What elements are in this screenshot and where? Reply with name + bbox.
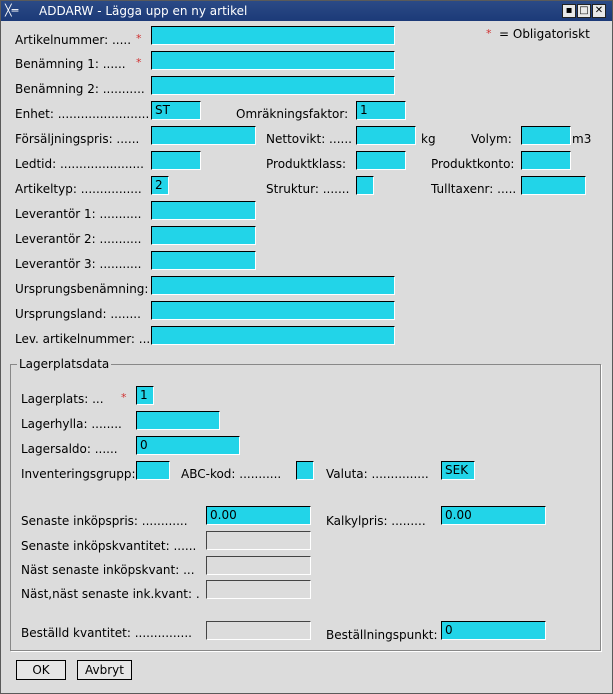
nast-nast-senaste-label: Näst,näst senaste ink.kvant: . [21,587,200,601]
lagersaldo-field[interactable]: 0 [136,436,240,455]
levartikelnummer-label: Lev. artikelnummer: ... [15,332,151,346]
ledtid-field[interactable] [151,151,201,170]
benamning1-label: Benämning 1: ...... [15,57,126,71]
benamning1-field[interactable] [151,51,395,70]
kalkylpris-field[interactable]: 0.00 [441,506,546,525]
abckod-field[interactable] [296,461,314,480]
required-note: = Obligatoriskt [499,27,590,41]
tulltaxenr-label: Tulltaxenr: ..... [431,182,517,196]
omrakningsfaktor-field[interactable]: 1 [356,101,406,120]
artikelnummer-field[interactable] [151,26,395,45]
senaste-inkopskvantitet-label: Senaste inköpskvantitet: ...... [21,539,197,553]
inventeringsgrupp-field[interactable] [136,461,170,480]
ok-button[interactable]: OK [16,660,66,680]
valuta-label: Valuta: ............... [326,467,429,481]
leverantor1-label: Leverantör 1: ........... [15,207,142,221]
kalkylpris-label: Kalkylpris: ......... [326,514,426,528]
produktkonto-label: Produktkonto: [431,157,515,171]
enhet-field[interactable]: ST [151,101,201,120]
required-star: * [486,27,492,40]
levartikelnummer-field[interactable] [151,326,395,345]
nast-senaste-label: Näst senaste inköpskvant: ... [21,563,195,577]
senaste-inkopspris-label: Senaste inköpspris: ............ [21,514,188,528]
leverantor3-field[interactable] [151,251,256,270]
bestallningspunkt-label: Beställningspunkt: [326,628,438,642]
ursprungsbenamning-label: Ursprungsbenämning: [15,282,149,296]
nast-senaste-field [206,556,311,575]
omrakningsfaktor-label: Omräkningsfaktor: [236,107,349,121]
required-star: * [136,32,142,45]
benamning2-field[interactable] [151,76,395,95]
artikeltyp-label: Artikeltyp: ................ [15,182,142,196]
x-logo-icon[interactable]: ╳═ [5,4,19,17]
nast-nast-senaste-field [206,580,311,599]
ledtid-label: Ledtid: ...................... [15,157,144,171]
volym-field[interactable] [521,126,571,145]
title-bar[interactable]: ╳═ ADDARW - Lägga upp en ny artikel ▪ □ … [1,1,612,21]
window-title: ADDARW - Lägga upp en ny artikel [39,4,248,18]
required-star: * [136,56,142,69]
enhet-label: Enhet: ........................ [15,107,150,121]
tulltaxenr-field[interactable] [521,176,586,195]
produktklass-field[interactable] [356,151,406,170]
lagerplatsdata-group [10,364,601,651]
lagersaldo-label: Lagersaldo: ...... [21,442,118,456]
ursprungsland-field[interactable] [151,301,395,320]
minimize-icon[interactable]: ▪ [562,4,576,18]
volym-label: Volym: [471,132,512,146]
required-star: * [121,391,127,404]
benamning2-label: Benämning 2: ........... [15,82,145,96]
valuta-field[interactable]: SEK [441,461,475,480]
leverantor2-label: Leverantör 2: ........... [15,232,142,246]
maximize-icon[interactable]: □ [577,4,591,18]
abckod-label: ABC-kod: ........... [181,467,282,481]
avbryt-button[interactable]: Avbryt [77,660,132,680]
nettovikt-label: Nettovikt: ...... [266,132,352,146]
lagerhylla-label: Lagerhylla: ........ [21,417,122,431]
lagerplats-field[interactable]: 1 [136,386,154,405]
senaste-inkopspris-field[interactable]: 0.00 [206,506,311,525]
ursprungsbenamning-field[interactable] [151,276,395,295]
senaste-inkopskvantitet-field [206,531,311,550]
lagerhylla-field[interactable] [136,411,220,430]
forsaljningspris-label: Försäljningspris: ...... [15,132,140,146]
bestalld-kvantitet-label: Beställd kvantitet: ............... [21,626,192,640]
close-icon[interactable]: ✕ [592,4,606,18]
leverantor2-field[interactable] [151,226,256,245]
forsaljningspris-field[interactable] [151,126,256,145]
bestallningspunkt-field[interactable]: 0 [441,621,546,640]
artikelnummer-label: Artikelnummer: ..... [15,33,132,47]
nettovikt-field[interactable] [356,126,416,145]
inventeringsgrupp-label: Inventeringsgrupp: [21,467,136,481]
kg-unit: kg [421,132,436,146]
struktur-label: Struktur: ....... [266,182,350,196]
leverantor3-label: Leverantör 3: ........... [15,257,142,271]
produktklass-label: Produktklass: [266,157,347,171]
lagerplats-label: Lagerplats: ... [21,392,104,406]
struktur-field[interactable] [356,176,374,195]
produktkonto-field[interactable] [521,151,571,170]
bestalld-kvantitet-field [206,621,311,640]
lagerplatsdata-title: Lagerplatsdata [17,357,112,371]
leverantor1-field[interactable] [151,201,256,220]
m3-unit: m3 [572,132,592,146]
artikeltyp-field[interactable]: 2 [151,176,169,195]
ursprungsland-label: Ursprungsland: ........ [15,307,141,321]
